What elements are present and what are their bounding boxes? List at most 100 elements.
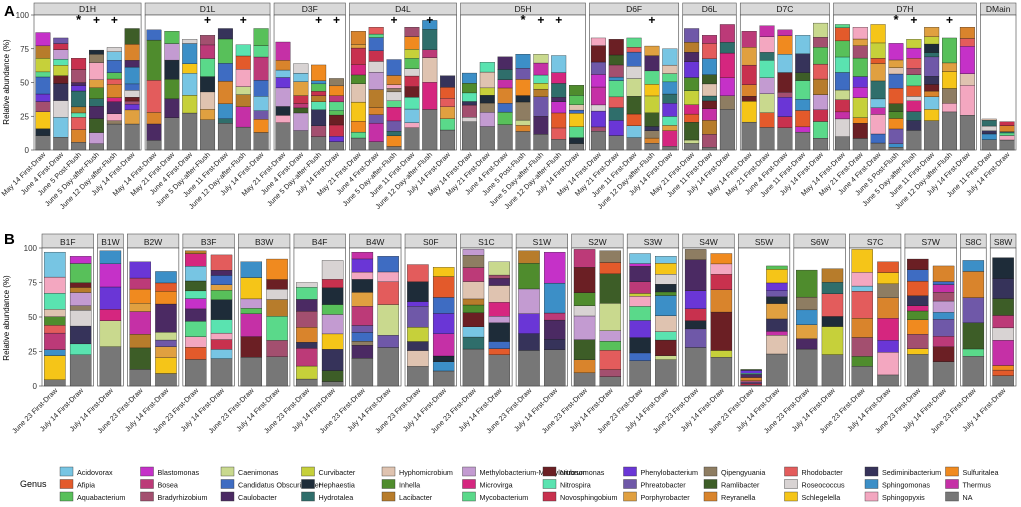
bar-segment xyxy=(129,303,151,312)
legend-swatch-schlegelella xyxy=(784,491,798,502)
bar-segment xyxy=(942,62,957,72)
legend-swatch-inhella xyxy=(381,479,396,489)
bar-segment xyxy=(551,127,567,140)
bar-segment xyxy=(461,83,477,94)
bar-segment xyxy=(684,113,700,123)
bar-segment xyxy=(662,73,678,83)
bar-segment xyxy=(497,79,513,89)
bar-segment xyxy=(907,334,929,349)
bar-segment xyxy=(155,357,177,374)
bar-segment xyxy=(351,292,374,307)
significance-mark: + xyxy=(333,13,340,27)
bar-segment xyxy=(432,267,455,277)
bar-segment xyxy=(888,147,904,151)
bar-segment xyxy=(432,333,455,357)
bar-segment xyxy=(235,69,251,87)
facet-label: B2W xyxy=(144,237,162,247)
bar-segment xyxy=(599,369,622,377)
bar-segment xyxy=(321,304,344,315)
bar-segment xyxy=(719,109,735,151)
bar-segment xyxy=(185,253,207,267)
bar-segment xyxy=(69,263,92,283)
bar-segment xyxy=(813,63,829,80)
bar-segment xyxy=(544,339,566,350)
bar-segment xyxy=(53,58,69,66)
bar-segment xyxy=(932,281,955,285)
bar-segment xyxy=(240,261,263,278)
bar-segment xyxy=(293,103,309,109)
bar-segment xyxy=(981,118,997,121)
bar-segment xyxy=(655,339,677,356)
facet-label: B1F xyxy=(60,237,76,247)
bar-segment xyxy=(240,308,263,314)
significance-mark: * xyxy=(520,12,526,27)
bar-segment xyxy=(629,352,651,361)
bar-segment xyxy=(702,43,717,59)
bar-segment xyxy=(741,84,757,97)
facet-label: D5H xyxy=(514,4,531,14)
bar-segment xyxy=(551,55,567,73)
bar-segment xyxy=(573,315,596,340)
bar-segment xyxy=(311,64,327,81)
bar-segment xyxy=(906,74,922,87)
bar-segment xyxy=(662,103,678,117)
bar-segment xyxy=(479,62,495,73)
bar-segment xyxy=(834,118,850,137)
bar-segment xyxy=(710,274,733,290)
legend-label-thermus: Thermus xyxy=(963,481,992,490)
bar-segment xyxy=(590,131,606,151)
bar-segment xyxy=(655,355,677,360)
significance-mark: + xyxy=(910,13,917,27)
bar-segment xyxy=(422,109,438,151)
significance-mark: + xyxy=(240,13,247,27)
bar-segment xyxy=(877,272,899,285)
bar-segment xyxy=(386,91,402,101)
legend: Acidovorax Afipia Aquabacterium Blastomonas… xyxy=(59,466,998,502)
bar-segment xyxy=(368,37,384,51)
bar-segment xyxy=(907,280,929,296)
bar-segment xyxy=(129,277,151,290)
bar-segment xyxy=(870,142,886,151)
bar-segment xyxy=(777,92,793,98)
legend-swatch-hydrotalea xyxy=(301,491,315,502)
bar-segment xyxy=(311,125,327,137)
bar-segment xyxy=(662,130,678,147)
bar-segment xyxy=(608,76,624,81)
bar-segment xyxy=(164,98,180,118)
legend-label-inhella: Inhella xyxy=(399,481,420,490)
bar-segment xyxy=(959,46,975,74)
bar-segment xyxy=(962,297,985,323)
bar-segment xyxy=(185,298,207,310)
bar-segment xyxy=(515,119,531,126)
facet-label: D6F xyxy=(626,4,642,14)
bar-segment xyxy=(766,353,788,387)
bar-segment xyxy=(124,97,140,102)
bar-segment xyxy=(200,58,216,77)
bar-segment xyxy=(662,93,678,104)
bar-segment xyxy=(907,295,929,306)
bar-segment xyxy=(932,319,955,337)
bar-segment xyxy=(608,96,624,108)
bar-segment xyxy=(877,297,899,319)
legend-swatch-phenylobacterium xyxy=(623,466,637,477)
bar-segment xyxy=(377,271,399,282)
bar-segment xyxy=(89,62,104,80)
bar-segment xyxy=(924,26,940,37)
bar-segment xyxy=(422,29,438,50)
bar-segment xyxy=(740,383,762,386)
bar-segment xyxy=(719,24,735,43)
bar-segment xyxy=(813,94,829,110)
bar-segment xyxy=(766,269,788,284)
panel-a-label: A xyxy=(4,3,15,20)
bar-segment xyxy=(386,100,402,108)
bar-segment xyxy=(662,116,678,126)
bar-segment xyxy=(813,138,829,151)
facet-label: D7C xyxy=(776,4,793,14)
significance-mark: + xyxy=(93,13,100,27)
bar-segment xyxy=(851,285,873,292)
bar-segment xyxy=(479,102,495,113)
facet-label: S6W xyxy=(810,237,828,247)
bar-segment xyxy=(351,358,374,387)
bar-segment xyxy=(200,44,216,59)
significance-mark: + xyxy=(391,13,398,27)
